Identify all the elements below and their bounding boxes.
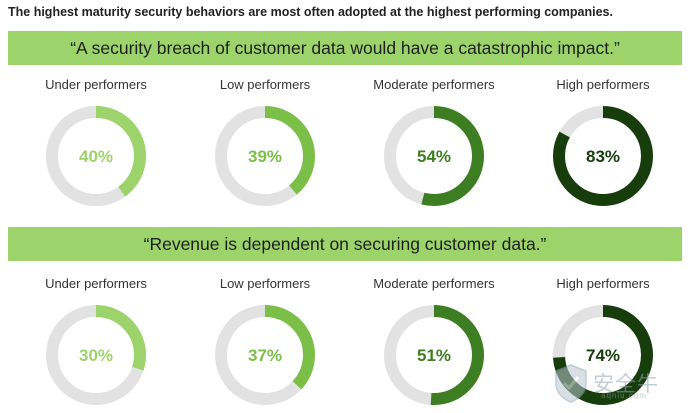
donut-cell: Under performers 30% — [21, 275, 171, 407]
category-label: Under performers — [45, 77, 147, 92]
percent-label: 83% — [586, 147, 620, 166]
donut-chart: 39% — [215, 106, 315, 206]
donut-value-arc — [215, 305, 315, 405]
page-title: The highest maturity security behaviors … — [8, 5, 613, 19]
category-label: Low performers — [219, 276, 311, 291]
quote-banner-1: “A security breach of customer data woul… — [8, 31, 682, 65]
percent-label: 39% — [248, 147, 282, 166]
watermark-subtext: aqniu.com — [601, 391, 647, 400]
donut-chart: 40% — [46, 106, 146, 206]
category-label: High performers — [556, 276, 650, 291]
donut-cell: High performers 83% — [528, 76, 678, 208]
donut-chart: 83% — [553, 106, 653, 206]
donut-value-arc — [46, 305, 146, 405]
donut-cell: Low performers 39% — [190, 76, 340, 208]
percent-label: 37% — [248, 346, 282, 365]
donut-value-arc — [46, 106, 146, 206]
category-label: Moderate performers — [373, 276, 495, 291]
category-label: Low performers — [219, 77, 311, 92]
watermark: 安全牛 aqniu.com — [553, 358, 683, 408]
percent-label: 30% — [79, 346, 113, 365]
donut-value-arc — [215, 106, 315, 206]
donut-chart: 37% — [215, 305, 315, 405]
donut-cell: Under performers 40% — [21, 76, 171, 208]
donut-cell: Moderate performers 54% — [359, 76, 509, 208]
donut-chart: 74% — [553, 305, 653, 405]
category-label: High performers — [556, 77, 650, 92]
percent-label: 40% — [79, 147, 113, 166]
donut-chart: 54% — [384, 106, 484, 206]
category-label: Under performers — [45, 276, 147, 291]
percent-label: 74% — [586, 346, 620, 365]
donut-value-arc — [384, 305, 484, 405]
donut-chart: 30% — [46, 305, 146, 405]
shield-icon — [555, 364, 587, 403]
donut-value-arc — [553, 305, 653, 405]
percent-label: 51% — [417, 346, 451, 365]
donut-cell: Low performers 37% — [190, 275, 340, 407]
donut-cell: High performers 74% — [528, 275, 678, 407]
watermark-text: 安全牛 — [593, 373, 659, 396]
donut-chart: 51% — [384, 305, 484, 405]
quote-banner-2: “Revenue is dependent on securing custom… — [8, 227, 682, 261]
donut-value-arc — [384, 106, 484, 206]
percent-label: 54% — [417, 147, 451, 166]
donut-cell: Moderate performers 51% — [359, 275, 509, 407]
category-label: Moderate performers — [373, 77, 495, 92]
donut-value-arc — [553, 106, 653, 206]
